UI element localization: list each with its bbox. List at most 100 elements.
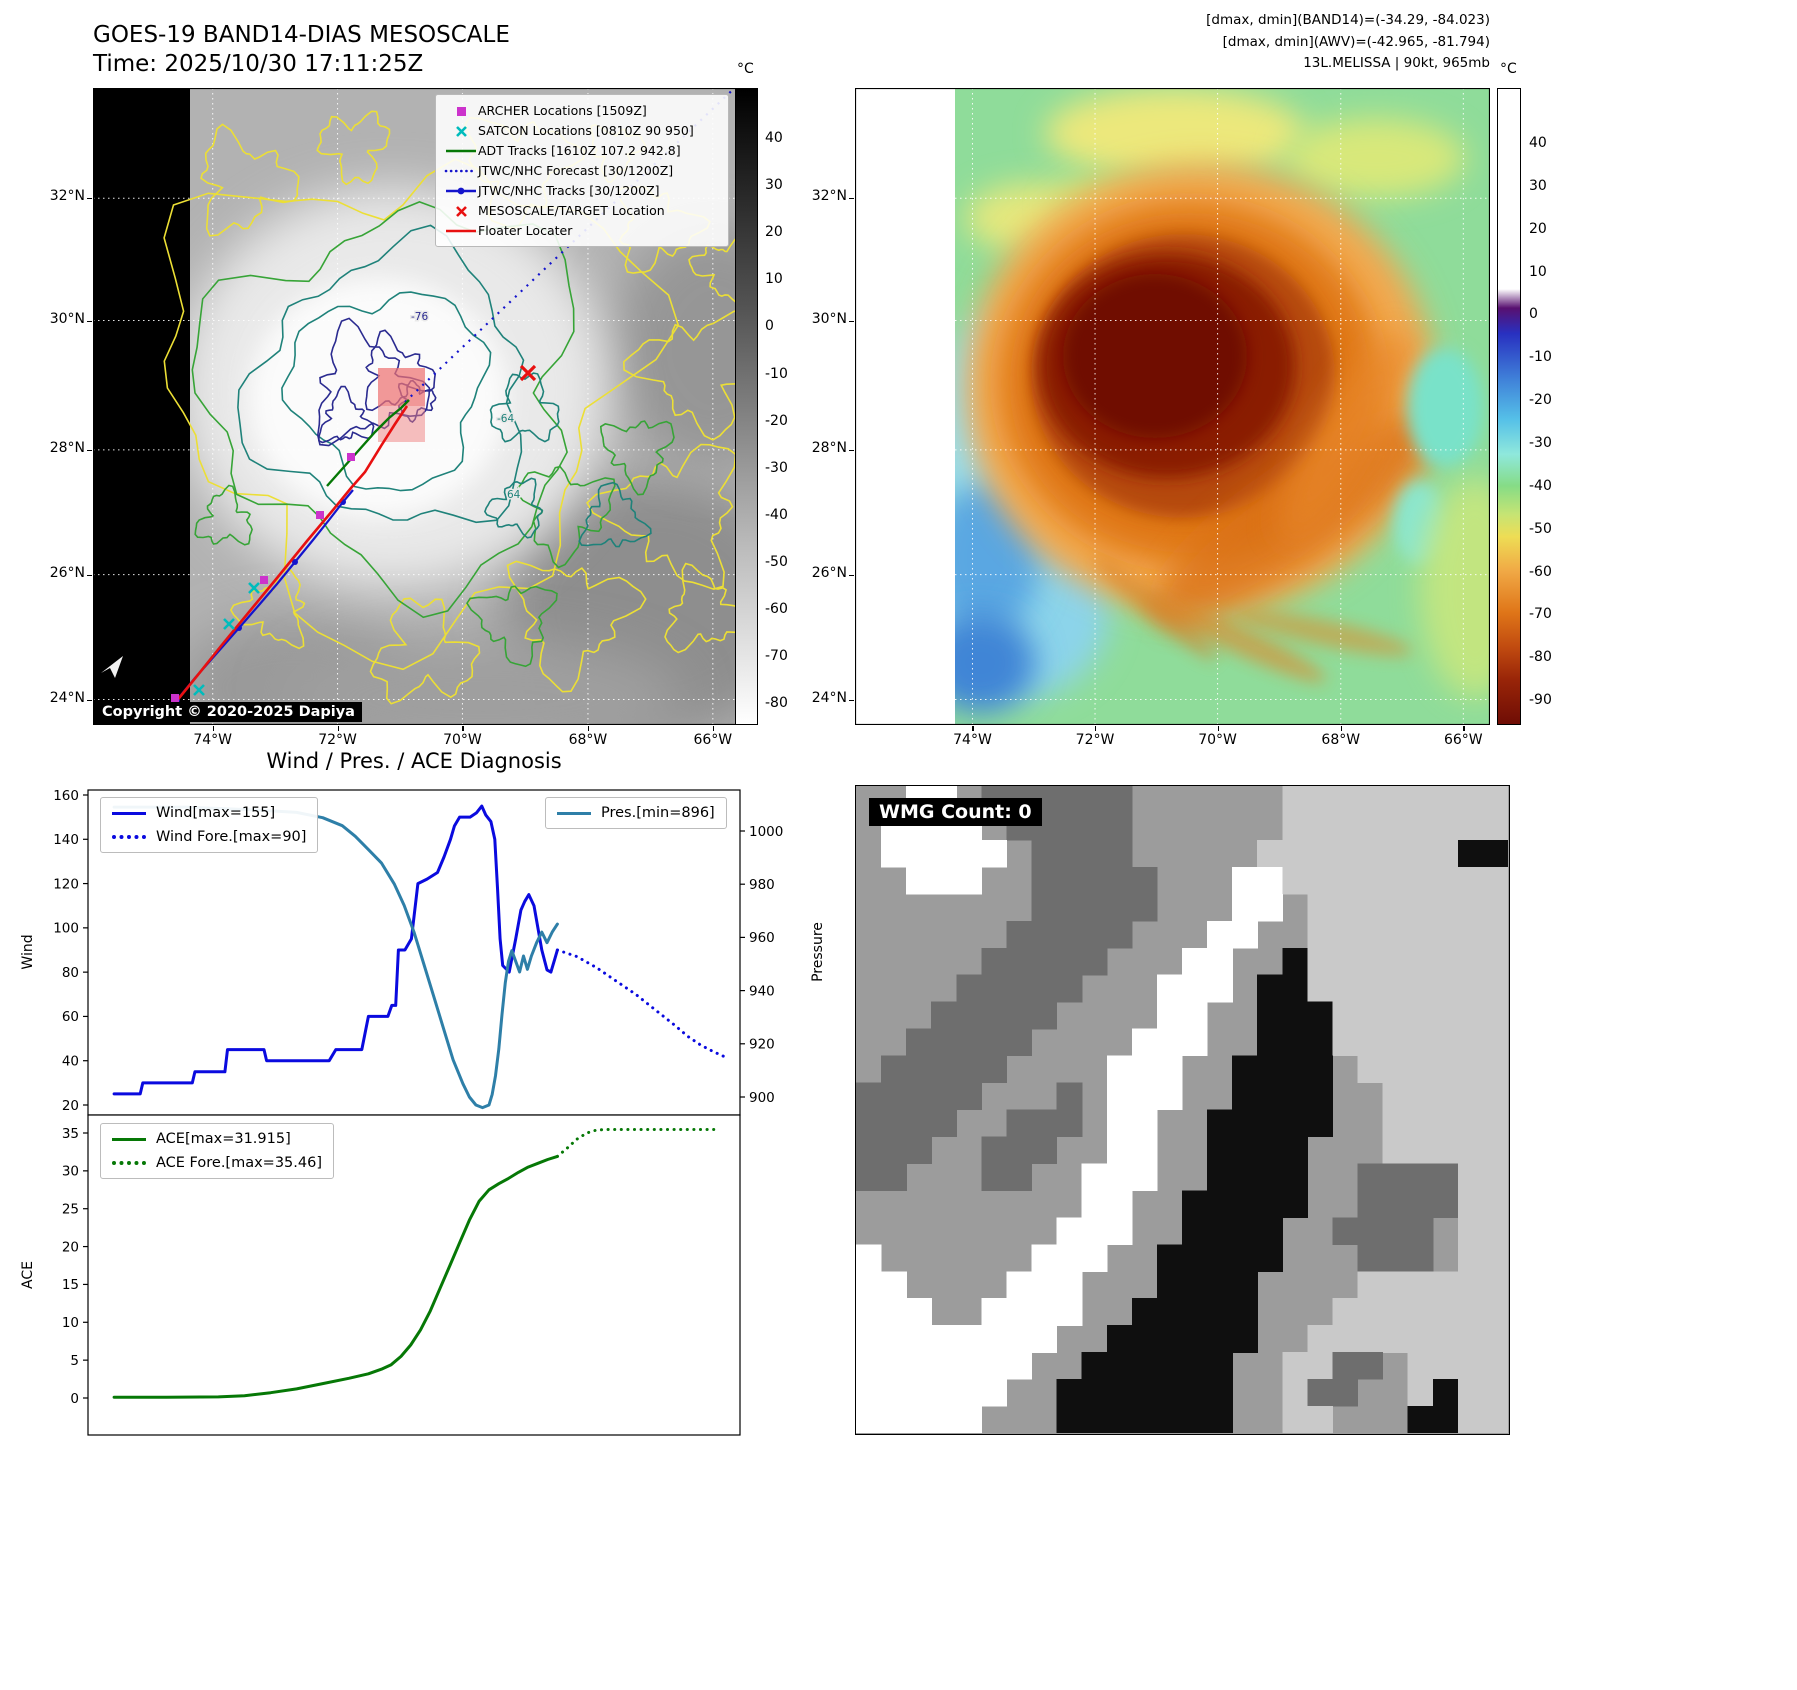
dmax-dmin-awv: [dmax, dmin](AWV)=(-42.965, -81.794) <box>1222 33 1490 50</box>
colorbar-tick-label: -40 <box>1529 477 1552 494</box>
tick-mark <box>587 726 590 731</box>
legend-item: Pres.[min=896] <box>557 805 715 821</box>
colorbar-tick-label: -90 <box>1529 692 1552 709</box>
y-tick-label: 1000 <box>749 824 783 840</box>
legend-label: Wind[max=155] <box>156 805 276 821</box>
lon-tick-label: 68°W <box>1321 732 1361 748</box>
legend-item: Wind Fore.[max=90] <box>112 829 306 845</box>
wmg-panel: WMG Count: 0 <box>855 785 1510 1435</box>
colorbar-tick-label: 40 <box>765 130 783 146</box>
latlon-grid <box>855 88 1490 725</box>
pressure-axis-label: Pressure <box>810 922 826 982</box>
tick-mark <box>337 726 339 731</box>
lat-tick-label: 26°N <box>811 564 847 581</box>
colorbar-tick-label: -30 <box>765 459 788 476</box>
y-tick-label: 40 <box>62 1054 79 1070</box>
colorbar-tick-label: -40 <box>765 506 788 523</box>
legend-item: ACE Fore.[max=35.46] <box>112 1155 322 1171</box>
diagnosis-title: Wind / Pres. / ACE Diagnosis <box>266 749 562 773</box>
contour-label: -76 <box>411 311 428 323</box>
legend-item: ADT Tracks [1610Z 107.2 942.8] <box>444 141 720 160</box>
line-marker-icon <box>446 229 476 232</box>
lon-tick-label: 68°W <box>568 732 608 748</box>
x-marker-icon <box>456 205 467 217</box>
tick-mark <box>87 449 92 452</box>
lon-tick-label: 70°W <box>1198 732 1237 748</box>
band14-title: GOES-19 BAND14-DIAS MESOSCALE <box>93 22 510 48</box>
tick-mark <box>87 699 92 701</box>
lat-tick-label: 30°N <box>49 310 85 327</box>
y-tick-label: 920 <box>749 1037 775 1053</box>
colorbar-tick-label: -80 <box>765 695 788 712</box>
band14-timestamp: Time: 2025/10/30 17:11:25Z <box>93 51 424 77</box>
line-marker-icon <box>446 149 476 152</box>
ace-forecast-line-sample <box>112 1161 146 1165</box>
colorbar-tick-label: -70 <box>1529 606 1552 623</box>
band14-map-legend: ARCHER Locations [1509Z] SATCON Locations… <box>435 94 729 247</box>
colorbar-tick-label: 30 <box>1529 177 1547 194</box>
tick-mark <box>1340 726 1343 731</box>
colorbar-tick-label: -50 <box>765 553 788 570</box>
fix-markers <box>171 364 537 702</box>
legend-label: Pres.[min=896] <box>601 805 715 821</box>
tick-mark <box>849 320 854 322</box>
colorbar-tick-label: 20 <box>765 224 783 241</box>
lat-tick-label: 24°N <box>49 689 85 706</box>
y-tick-label: 120 <box>53 876 79 892</box>
line-dot-marker-icon <box>446 187 476 194</box>
copyright-text: Copyright © 2020-2025 Dapiya <box>95 702 362 722</box>
lat-tick-label: 28°N <box>811 439 847 456</box>
series-line <box>112 1154 559 1399</box>
lat-tick-label: 32°N <box>811 188 847 205</box>
pressure-legend: Pres.[min=896] <box>545 797 727 829</box>
lat-tick-label: 26°N <box>49 564 85 581</box>
y-tick-label: 30 <box>62 1164 79 1180</box>
y-tick-label: 100 <box>53 921 79 937</box>
ace-axis-label: ACE <box>20 1261 36 1289</box>
series-line <box>555 948 726 1058</box>
y-tick-label: 5 <box>70 1353 79 1369</box>
legend-item: JTWC/NHC Tracks [30/1200Z] <box>444 181 720 200</box>
tick-mark <box>462 726 464 731</box>
colorbar-tick-label: -70 <box>765 648 788 665</box>
lon-tick-label: 72°W <box>318 732 357 748</box>
tick-mark <box>849 449 854 452</box>
y-tick-label: 10 <box>62 1315 79 1331</box>
lat-tick-label: 32°N <box>49 188 85 205</box>
colorbar-tick-label: -60 <box>765 601 788 617</box>
contour-value-labels: -76 -64 64 <box>410 310 523 503</box>
contour-label: -64 <box>497 413 514 425</box>
lon-tick-label: 74°W <box>193 732 233 748</box>
y-tick-label: 25 <box>62 1202 79 1218</box>
colorbar-tick-label: 0 <box>765 318 774 335</box>
legend-item: MESOSCALE/TARGET Location <box>444 201 720 220</box>
tick-mark <box>212 726 214 731</box>
legend-label: ADT Tracks [1610Z 107.2 942.8] <box>478 143 681 158</box>
y-tick-label: 60 <box>62 1009 79 1025</box>
legend-label: ACE[max=31.915] <box>156 1131 291 1147</box>
awv-colorbar <box>1497 88 1521 725</box>
legend-label: JTWC/NHC Forecast [30/1200Z] <box>478 163 674 178</box>
colorbar-tick-label: 30 <box>765 177 783 194</box>
colorbar-tick-label: -10 <box>765 365 788 382</box>
legend-label: Wind Fore.[max=90] <box>156 829 307 845</box>
y-tick-label: 940 <box>749 983 775 999</box>
tick-mark <box>1217 726 1219 731</box>
wind-line-sample <box>112 811 146 815</box>
tick-mark <box>1095 726 1097 731</box>
awv-header: [dmax, dmin](BAND14)=(-34.29, -84.023) [… <box>960 10 1490 75</box>
lat-tick-label: 30°N <box>811 310 847 327</box>
y-tick-label: 140 <box>53 832 79 848</box>
tick-mark <box>849 574 854 576</box>
awv-satellite-image <box>855 88 1490 725</box>
colorbar-tick-label: 10 <box>765 271 783 288</box>
x-marker-icon <box>456 125 467 137</box>
storm-id-intensity: 13L.MELISSA | 90kt, 965mb <box>1303 55 1490 72</box>
dotted-line-marker-icon <box>444 169 478 172</box>
ace-line-sample <box>112 1137 146 1141</box>
mesoscale-target-area-top <box>378 368 425 406</box>
series-line <box>555 1128 719 1158</box>
series-line <box>112 804 559 1096</box>
wind-axis-label: Wind <box>20 934 36 970</box>
tick-mark <box>87 574 92 576</box>
